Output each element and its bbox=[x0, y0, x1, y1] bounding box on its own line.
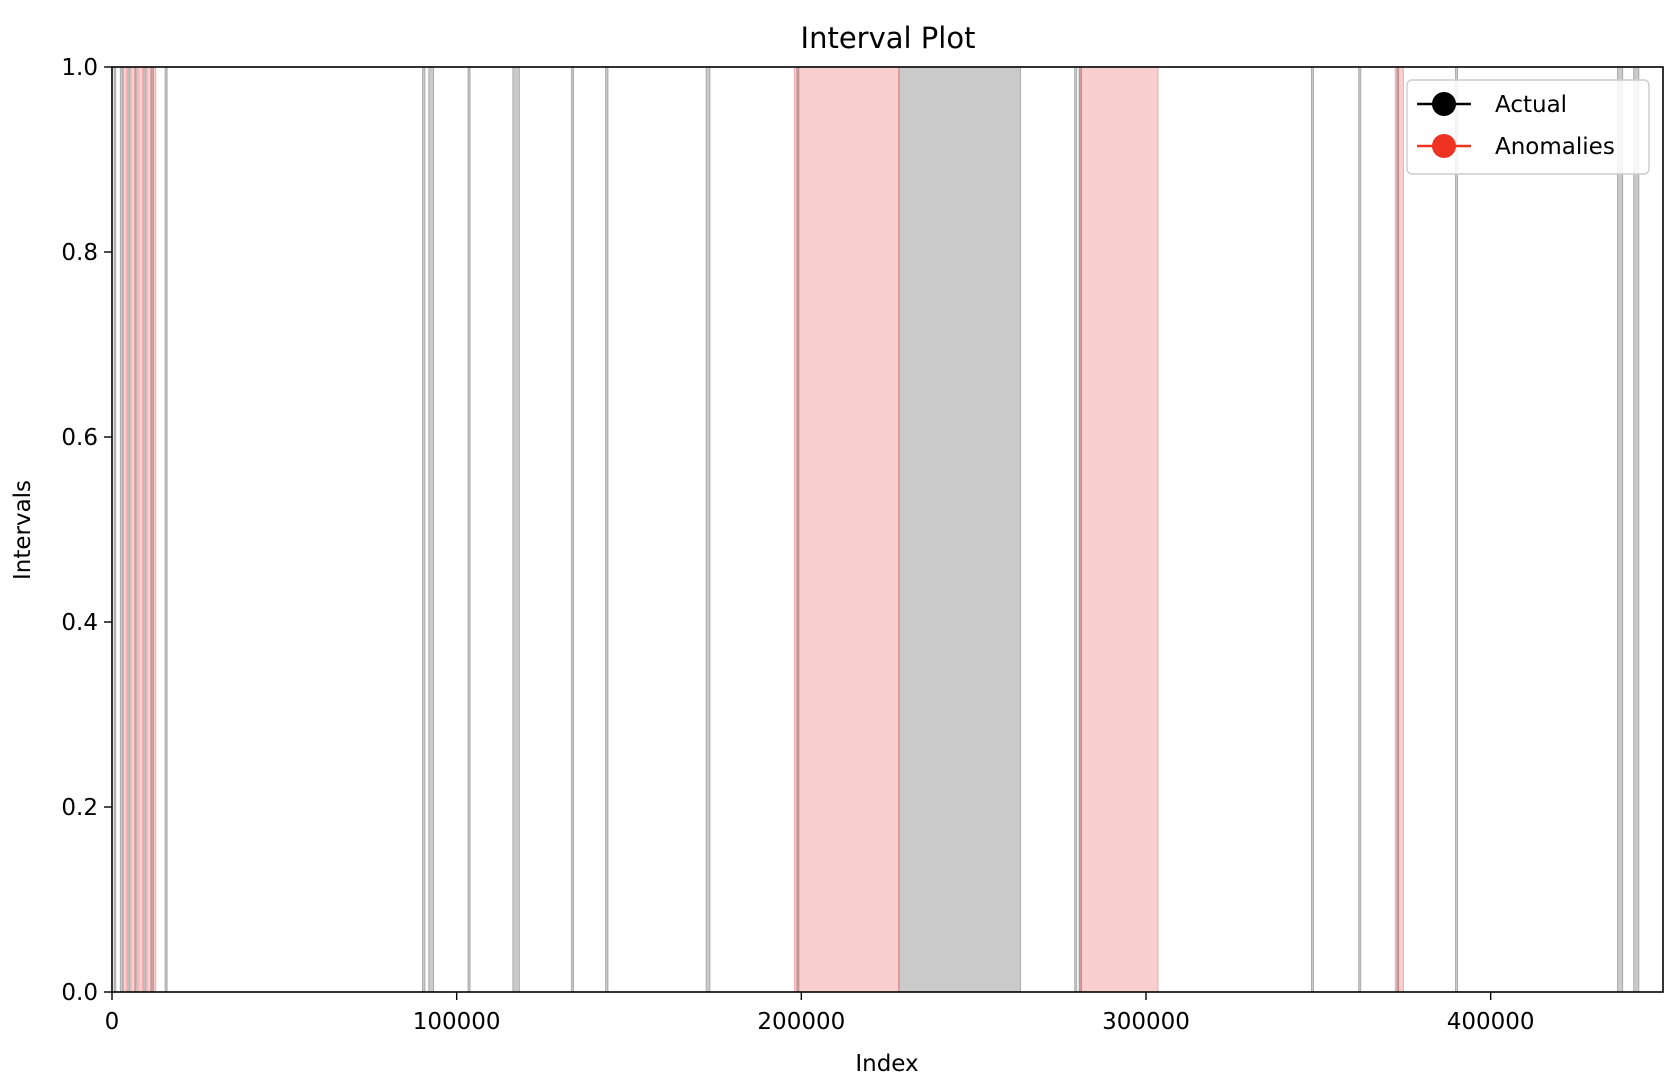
actual-interval bbox=[570, 66, 575, 993]
y-tick-label: 0.8 bbox=[61, 240, 98, 266]
legend-label: Actual bbox=[1495, 92, 1567, 118]
actual-interval bbox=[119, 66, 124, 993]
legend-label: Anomalies bbox=[1495, 134, 1615, 160]
y-tick-label: 0.6 bbox=[61, 425, 98, 451]
x-tick-label: 300000 bbox=[1102, 1009, 1190, 1035]
actual-interval bbox=[1455, 66, 1459, 993]
legend-marker bbox=[1432, 134, 1456, 158]
actual-interval bbox=[1310, 66, 1315, 993]
y-tick-label: 0.2 bbox=[61, 795, 98, 821]
actual-interval bbox=[113, 66, 117, 993]
series-anomalies bbox=[122, 66, 1404, 993]
x-tick-label: 0 bbox=[105, 1009, 120, 1035]
actual-interval bbox=[164, 66, 168, 993]
actual-interval bbox=[705, 66, 711, 993]
actual-interval bbox=[1633, 66, 1640, 993]
x-tick-label: 400000 bbox=[1447, 1009, 1535, 1035]
anomalies-interval bbox=[138, 66, 144, 993]
actual-interval bbox=[605, 66, 609, 993]
axes-frame bbox=[111, 66, 1664, 993]
x-axis: 0 100000 200000 300000 400000 bbox=[105, 992, 1535, 1035]
actual-interval bbox=[1074, 66, 1078, 993]
legend: Actual Anomalies bbox=[1406, 79, 1650, 175]
actual-interval bbox=[898, 66, 1022, 993]
plot-area bbox=[113, 66, 1640, 993]
anomalies-interval bbox=[793, 66, 900, 993]
x-tick-label: 200000 bbox=[757, 1009, 845, 1035]
anomalies-interval bbox=[1079, 66, 1159, 993]
anomalies-interval bbox=[146, 66, 157, 993]
y-axis: 0.0 0.2 0.4 0.6 0.8 1.0 bbox=[61, 55, 112, 1006]
actual-interval bbox=[127, 66, 131, 993]
actual-interval bbox=[428, 66, 435, 993]
anomalies-interval bbox=[122, 66, 128, 993]
chart-title: Interval Plot bbox=[801, 21, 976, 55]
y-axis-label: Intervals bbox=[10, 480, 36, 580]
actual-interval bbox=[512, 66, 520, 993]
actual-interval bbox=[1358, 66, 1362, 993]
legend-marker bbox=[1432, 92, 1456, 116]
anomalies-interval bbox=[1394, 66, 1404, 993]
actual-interval bbox=[467, 66, 471, 993]
x-axis-label: Index bbox=[855, 1051, 918, 1076]
anomalies-interval bbox=[130, 66, 136, 993]
actual-interval bbox=[422, 66, 426, 993]
actual-interval bbox=[1617, 66, 1624, 993]
actual-interval bbox=[143, 66, 147, 993]
legend-item-actual: Actual bbox=[1417, 92, 1567, 118]
y-tick-label: 0.0 bbox=[61, 980, 98, 1006]
x-tick-label: 100000 bbox=[413, 1009, 501, 1035]
y-tick-label: 1.0 bbox=[61, 55, 98, 81]
legend-item-anomalies: Anomalies bbox=[1417, 134, 1615, 160]
y-tick-label: 0.4 bbox=[61, 610, 98, 636]
